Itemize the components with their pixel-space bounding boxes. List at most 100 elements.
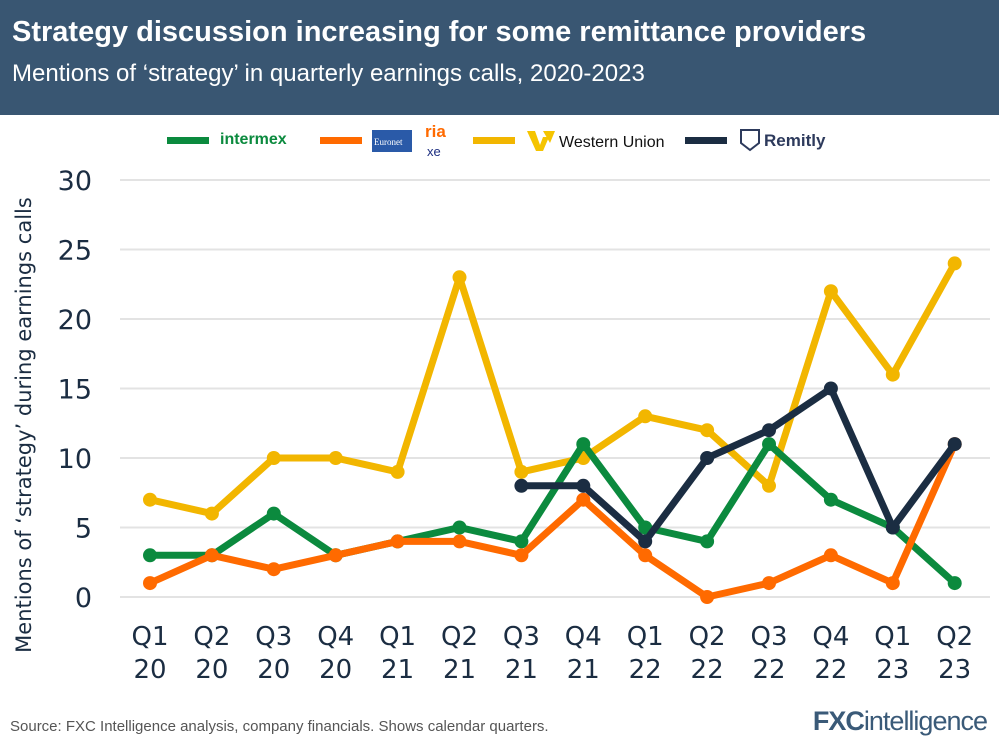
data-point-remitly [947, 437, 962, 452]
x-tick-label: 20 [257, 655, 290, 685]
data-point-intermex [576, 437, 591, 452]
source-note: Source: FXC Intelligence analysis, compa… [10, 718, 549, 735]
x-tick-label: Q3 [255, 622, 292, 652]
x-tick-label: 22 [629, 655, 662, 685]
data-point-western-union [638, 409, 653, 424]
data-point-western-union [266, 451, 281, 465]
data-point-western-union [514, 464, 529, 479]
data-point-western-union [390, 464, 405, 479]
data-point-remitly [514, 478, 529, 493]
data-point-remitly [823, 381, 838, 396]
data-point-euronet-ria-xe [700, 590, 715, 604]
data-point-remitly [700, 451, 715, 465]
data-point-intermex [266, 506, 281, 521]
data-point-remitly [885, 520, 900, 535]
data-point-euronet-ria-xe [390, 534, 405, 549]
header: Strategy discussion increasing for some … [0, 0, 999, 115]
x-tick-label: Q3 [503, 622, 540, 652]
legend-western-union-logo: Western Union [559, 134, 665, 151]
x-tick-label: Q2 [193, 622, 230, 652]
data-point-remitly [762, 423, 776, 438]
legend-swatch-intermex [167, 137, 209, 144]
data-point-western-union [452, 270, 467, 285]
data-point-euronet-ria-xe [143, 576, 157, 591]
data-point-euronet-ria-xe [885, 576, 900, 591]
data-point-euronet-ria-xe [576, 492, 591, 507]
euronet-logo [372, 130, 412, 152]
chart-title: Strategy discussion increasing for some … [12, 16, 867, 48]
x-tick-label: 20 [133, 655, 166, 685]
data-point-euronet-ria-xe [514, 548, 529, 563]
x-tick-label: 23 [938, 655, 971, 685]
x-tick-label: 21 [443, 655, 476, 685]
y-tick-label: 0 [75, 583, 92, 614]
x-tick-label: Q3 [750, 622, 787, 652]
x-tick-label: Q4 [317, 622, 354, 652]
x-tick-label: Q2 [441, 622, 478, 652]
fxc-intelligence-logo: FXCintelligence [812, 706, 988, 736]
legend-intermex-logo: intermex [220, 131, 287, 148]
series-line-remitly [521, 385, 958, 545]
x-tick-label: Q1 [627, 622, 664, 652]
xe-logo: xe [427, 144, 441, 159]
data-point-euronet-ria-xe [762, 576, 776, 591]
data-point-intermex [452, 520, 467, 535]
legend-swatch-remitly [685, 137, 727, 144]
x-tick-label: Q2 [936, 622, 973, 652]
x-tick-label: 21 [505, 655, 538, 685]
data-point-western-union [328, 451, 343, 465]
y-tick-label: 25 [58, 236, 92, 267]
chart-subtitle: Mentions of ‘strategy’ in quarterly earn… [12, 60, 645, 87]
data-point-western-union [762, 478, 776, 493]
data-point-euronet-ria-xe [266, 562, 281, 577]
x-tick-label: 22 [814, 655, 847, 685]
data-point-intermex [514, 534, 529, 549]
x-tick-label: Q2 [689, 622, 726, 652]
x-tick-label: 21 [381, 655, 414, 685]
x-tick-label: Q4 [565, 622, 602, 652]
x-tick-label: Q1 [131, 622, 168, 652]
y-axis-label: Mentions of ‘strategy’ during earnings c… [12, 197, 36, 653]
data-point-euronet-ria-xe [823, 548, 838, 563]
legend: intermex Euronet ria xe Western Union Re… [167, 122, 826, 159]
y-tick-label: 5 [75, 514, 92, 545]
data-point-euronet-ria-xe [452, 534, 467, 549]
legend-remitly-logo: Remitly [764, 131, 826, 150]
x-tick-label: Q1 [379, 622, 416, 652]
y-tick-label: 30 [58, 166, 92, 197]
x-tick-label: 22 [691, 655, 724, 685]
data-point-euronet-ria-xe [328, 548, 343, 563]
svg-text:Euronet: Euronet [374, 137, 403, 147]
series-line-intermex [150, 440, 958, 586]
remitly-shield-icon [740, 129, 760, 152]
x-tick-label: Q4 [812, 622, 849, 652]
series-line-western-union [149, 261, 958, 518]
data-point-intermex [700, 534, 715, 549]
legend-swatch-euronet [320, 137, 362, 144]
x-tick-label: 20 [319, 655, 352, 685]
series-line-euronet-ria-xe [148, 442, 958, 601]
data-point-western-union [204, 506, 219, 521]
x-tick-label: 20 [195, 655, 228, 685]
y-tick-label: 20 [58, 305, 92, 336]
data-point-euronet-ria-xe [638, 548, 653, 563]
x-tick-label: 23 [876, 655, 909, 685]
ria-logo: ria [425, 122, 446, 141]
data-point-western-union [885, 367, 900, 382]
data-point-western-union [947, 256, 962, 271]
data-point-intermex [143, 548, 157, 563]
data-point-western-union [143, 492, 157, 507]
data-point-intermex [823, 492, 838, 507]
western-union-logo-icon [527, 131, 555, 151]
data-point-euronet-ria-xe [204, 548, 219, 563]
data-point-intermex [947, 576, 962, 591]
data-point-remitly [576, 478, 591, 493]
x-tick-label: 21 [567, 655, 600, 685]
data-point-western-union [823, 284, 838, 299]
legend-swatch-western-union [473, 137, 515, 144]
x-tick-label: 22 [752, 655, 785, 685]
y-tick-label: 10 [58, 444, 92, 475]
data-point-western-union [700, 423, 715, 438]
y-tick-label: 15 [58, 375, 92, 406]
